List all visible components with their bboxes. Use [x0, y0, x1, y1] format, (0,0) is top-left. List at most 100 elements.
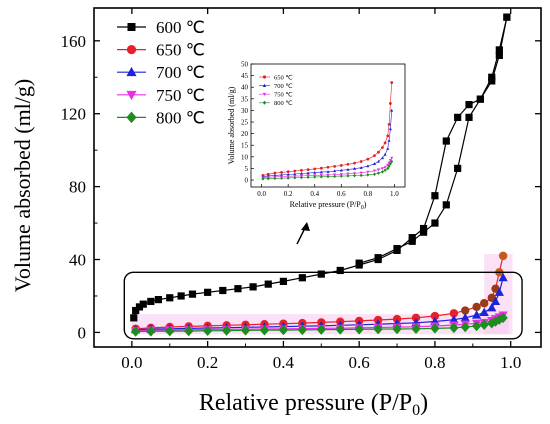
data-point	[431, 219, 439, 227]
data-point	[135, 303, 144, 311]
inset-legend-label: 650 ℃	[274, 74, 293, 81]
inset-data-point	[388, 127, 392, 131]
data-point	[132, 306, 140, 315]
data-point	[219, 286, 227, 295]
inset-data-point	[286, 172, 290, 176]
inset-data-point	[326, 165, 330, 169]
inset-data-point	[346, 167, 350, 171]
inset-data-point	[313, 171, 317, 174]
inset-data-point	[353, 167, 357, 170]
x-axis-label-main: Relative pressure (P/P	[199, 390, 412, 416]
main-plot: 0.0 0.2 0.4 0.6 0.8 1.0 0 40 80 120 160 Relative pr…	[10, 7, 542, 419]
inset-x-tick-label: 0.2	[284, 190, 293, 198]
inset-data-point	[386, 166, 390, 171]
data-point	[317, 270, 325, 278]
legend-marker	[126, 111, 137, 124]
inset-x-axis-label-main: Relative pressure (P/P	[290, 200, 362, 209]
inset-data-point	[383, 166, 387, 169]
inset-data-point	[326, 170, 330, 173]
inset-data-point	[388, 162, 392, 166]
inset-data-point	[353, 172, 357, 175]
data-point	[454, 164, 462, 172]
inset-data-point	[333, 169, 337, 173]
inset-y-tick-label: 25	[241, 119, 249, 127]
inset-x-axis-label-end: )	[364, 200, 367, 209]
inset-data-point	[280, 170, 283, 174]
data-point	[204, 288, 212, 296]
inset-data-point	[299, 175, 303, 180]
data-point	[177, 292, 185, 300]
inset-data-point	[306, 171, 310, 175]
inset-y-tick-label: 30	[241, 107, 249, 115]
data-point	[490, 296, 501, 306]
data-point	[419, 228, 428, 236]
inset-data-point	[339, 164, 343, 167]
legend: 600 ℃ 650 ℃ 700 ℃ 750 ℃ 800 ℃	[117, 18, 205, 127]
data-point	[488, 77, 496, 85]
inset-data-point	[377, 150, 380, 154]
inset-plot: 0.0 0.2 0.4 0.6 0.8 1.0 0 5 10 15 20 25 30 35 40 45 50 Re…	[227, 61, 406, 211]
x-tick-label: 0.4	[273, 353, 295, 372]
legend-label: 600 ℃	[156, 18, 205, 37]
inset-x-axis-label: Relative pressure (P/P0)	[290, 200, 367, 211]
inset-y-tick-label: 45	[241, 72, 249, 80]
inset-data-point	[313, 167, 317, 171]
data-point	[146, 326, 156, 337]
data-point	[498, 272, 508, 282]
inset-data-point	[380, 156, 384, 160]
data-point	[184, 325, 194, 337]
inset-data-point	[306, 175, 310, 180]
data-point	[147, 297, 155, 306]
inset-data-point	[286, 170, 290, 174]
inset-x-tick-label: 0.4	[310, 190, 319, 198]
inset-data-point	[390, 81, 394, 84]
data-point	[471, 320, 482, 332]
data-point	[373, 323, 383, 335]
inset-data-point	[326, 174, 330, 179]
x-tick-label: 0.0	[121, 353, 142, 372]
inset-data-point	[387, 164, 391, 168]
inset-legend-marker	[262, 100, 267, 105]
data-point	[495, 46, 503, 54]
inset-data-point	[261, 177, 265, 181]
data-point	[479, 299, 489, 308]
inset-data-point	[319, 170, 323, 174]
inset-data-point	[386, 134, 390, 138]
data-point	[471, 310, 482, 319]
data-point	[442, 201, 450, 209]
inset-data-point	[306, 168, 310, 171]
inset-data-point	[346, 162, 350, 166]
data-point	[460, 321, 470, 333]
data-point	[411, 313, 421, 323]
inset-data-point	[353, 161, 356, 165]
inset-x-tick-label: 0.8	[363, 190, 372, 198]
data-point	[165, 325, 175, 337]
data-point	[430, 311, 440, 321]
inset-x-tick-label: 1.0	[390, 190, 399, 198]
inset-data-point	[387, 161, 391, 165]
data-point	[336, 266, 344, 275]
legend-label: 750 ℃	[156, 86, 205, 105]
inset-data-point	[376, 171, 380, 175]
data-point	[374, 254, 382, 262]
inset-data-point	[366, 173, 370, 177]
legend-label: 700 ℃	[156, 63, 205, 82]
inset-data-point	[376, 168, 380, 172]
inset-data-point	[380, 170, 384, 174]
main-plot-frame	[93, 7, 542, 348]
inset-legend-label: 750 ℃	[274, 92, 293, 99]
y-axis-label: Volume absorbed (ml/g)	[10, 79, 35, 292]
x-tick-label: 0.8	[424, 353, 445, 372]
x-axis-label: Relative pressure (P/P0)	[199, 390, 428, 419]
legend-marker	[127, 23, 136, 31]
data-point	[234, 285, 242, 293]
data-point	[488, 73, 496, 81]
data-point	[335, 324, 345, 335]
inset-data-point	[388, 102, 392, 105]
inset-legend-marker	[262, 92, 267, 97]
inset-data-point	[300, 168, 303, 172]
x-tick-label: 0.2	[197, 353, 218, 372]
